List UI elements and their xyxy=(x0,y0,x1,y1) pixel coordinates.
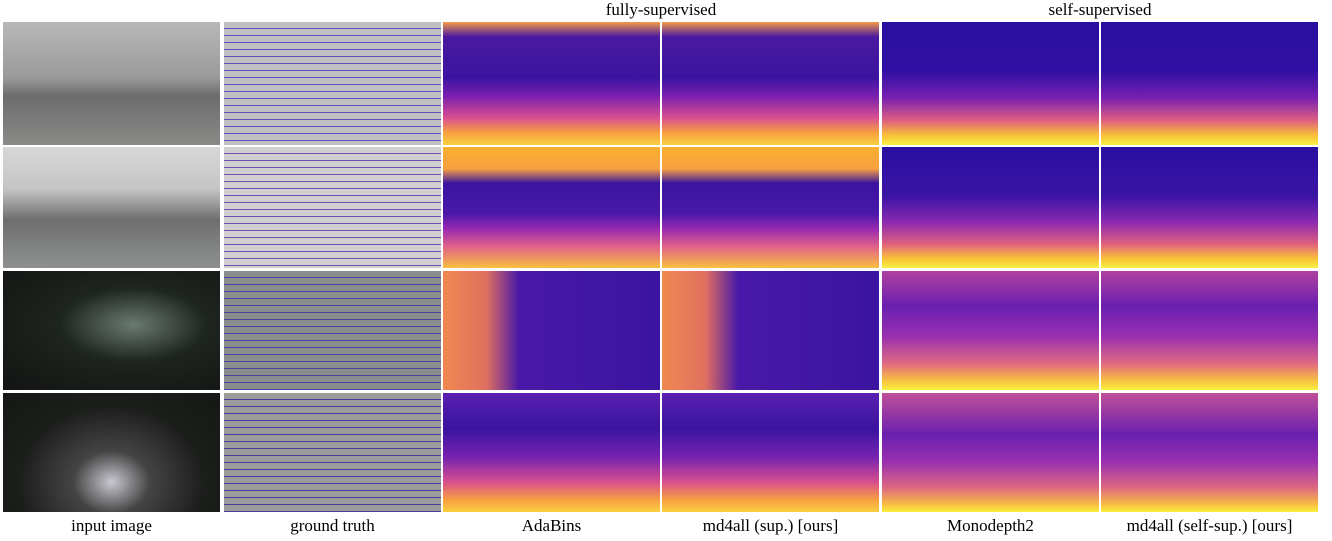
image-cell xyxy=(662,22,879,145)
column-label: input image xyxy=(2,516,221,536)
image-cell xyxy=(3,271,220,390)
image-cell xyxy=(662,271,879,390)
image-cell xyxy=(3,393,220,512)
image-cell xyxy=(224,22,441,145)
image-cell xyxy=(1101,22,1318,145)
column-label: ground truth xyxy=(223,516,442,536)
image-cell xyxy=(882,147,1099,268)
column-label: md4all (self-sup.) [ours] xyxy=(1100,516,1319,536)
image-cell xyxy=(443,22,660,145)
image-cell xyxy=(662,393,879,512)
image-cell xyxy=(224,147,441,268)
image-cell xyxy=(882,393,1099,512)
column-label: Monodepth2 xyxy=(881,516,1100,536)
image-cell xyxy=(443,147,660,268)
image-cell xyxy=(882,271,1099,390)
image-cell xyxy=(662,147,879,268)
image-cell xyxy=(443,393,660,512)
figure: fully-supervised self-supervised input i… xyxy=(0,0,1332,541)
image-cell xyxy=(224,271,441,390)
image-cell xyxy=(3,147,220,268)
image-cell xyxy=(882,22,1099,145)
image-cell xyxy=(3,22,220,145)
group-label: fully-supervised xyxy=(441,0,881,20)
image-cell xyxy=(1101,147,1318,268)
group-label: self-supervised xyxy=(880,0,1320,20)
image-cell xyxy=(1101,393,1318,512)
column-label: md4all (sup.) [ours] xyxy=(661,516,880,536)
column-label: AdaBins xyxy=(442,516,661,536)
image-cell xyxy=(1101,271,1318,390)
image-cell xyxy=(443,271,660,390)
image-cell xyxy=(224,393,441,512)
